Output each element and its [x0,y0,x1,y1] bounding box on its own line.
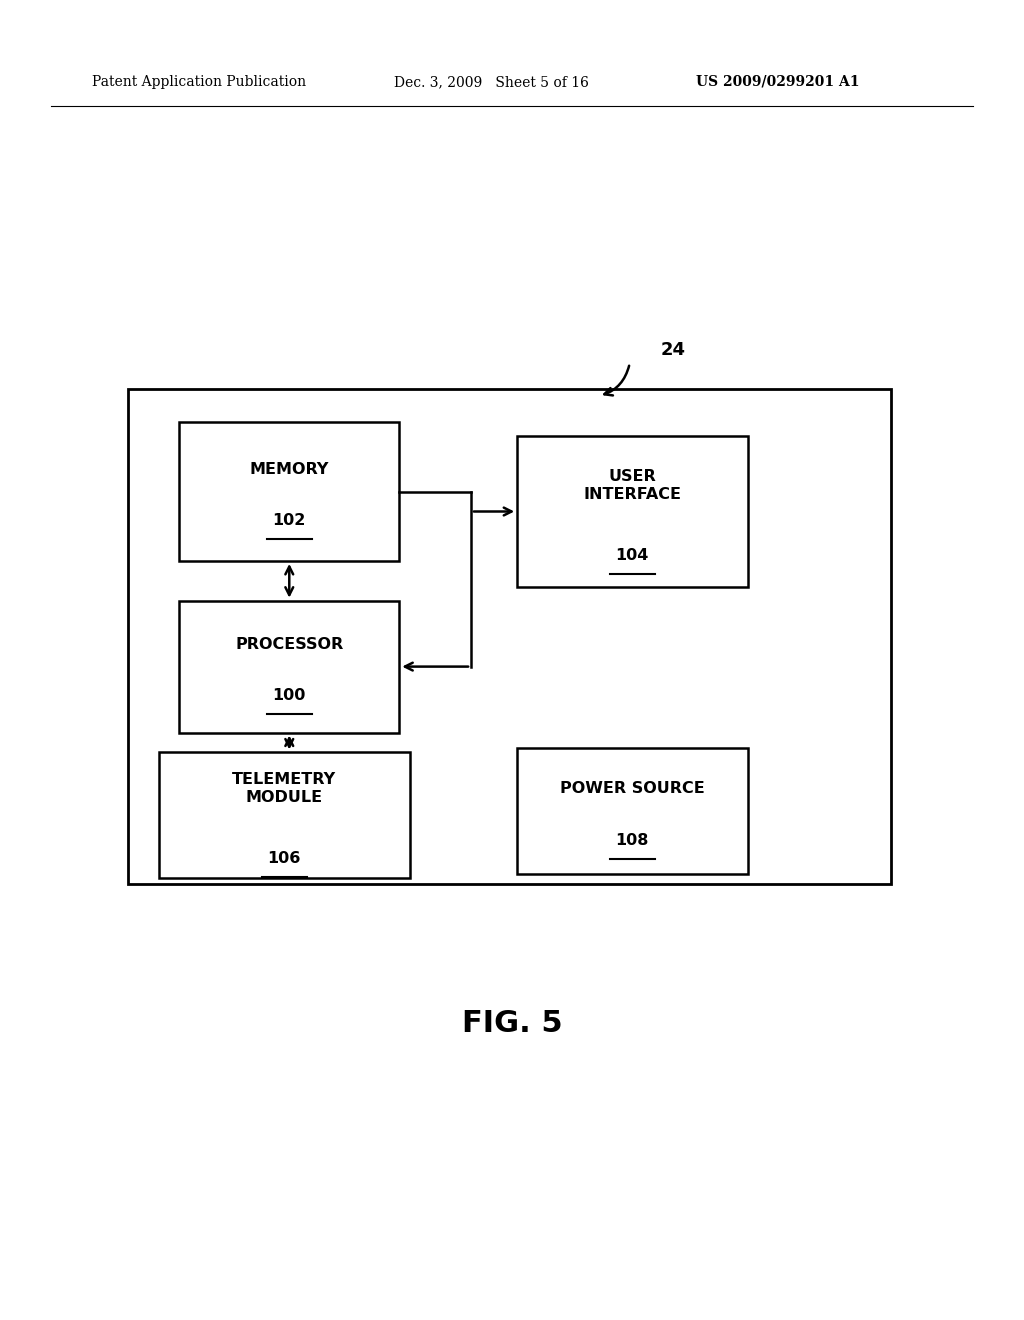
Bar [179,601,399,733]
Text: MEMORY: MEMORY [250,462,329,477]
Bar [517,748,748,874]
Text: 102: 102 [272,513,306,528]
Text: US 2009/0299201 A1: US 2009/0299201 A1 [696,75,860,88]
Text: PROCESSOR: PROCESSOR [236,636,343,652]
Text: 106: 106 [267,851,301,866]
Text: FIG. 5: FIG. 5 [462,1008,562,1038]
Text: 108: 108 [615,833,649,847]
Text: TELEMETRY
MODULE: TELEMETRY MODULE [232,772,336,805]
Text: 24: 24 [660,341,685,359]
Text: Dec. 3, 2009   Sheet 5 of 16: Dec. 3, 2009 Sheet 5 of 16 [394,75,589,88]
Text: 100: 100 [272,688,306,704]
Text: POWER SOURCE: POWER SOURCE [560,781,705,796]
Bar [179,422,399,561]
Bar [159,752,410,878]
Bar [517,436,748,587]
Text: Patent Application Publication: Patent Application Publication [92,75,306,88]
Text: 104: 104 [615,548,649,562]
Text: USER
INTERFACE: USER INTERFACE [584,469,681,502]
Bar [128,389,891,884]
